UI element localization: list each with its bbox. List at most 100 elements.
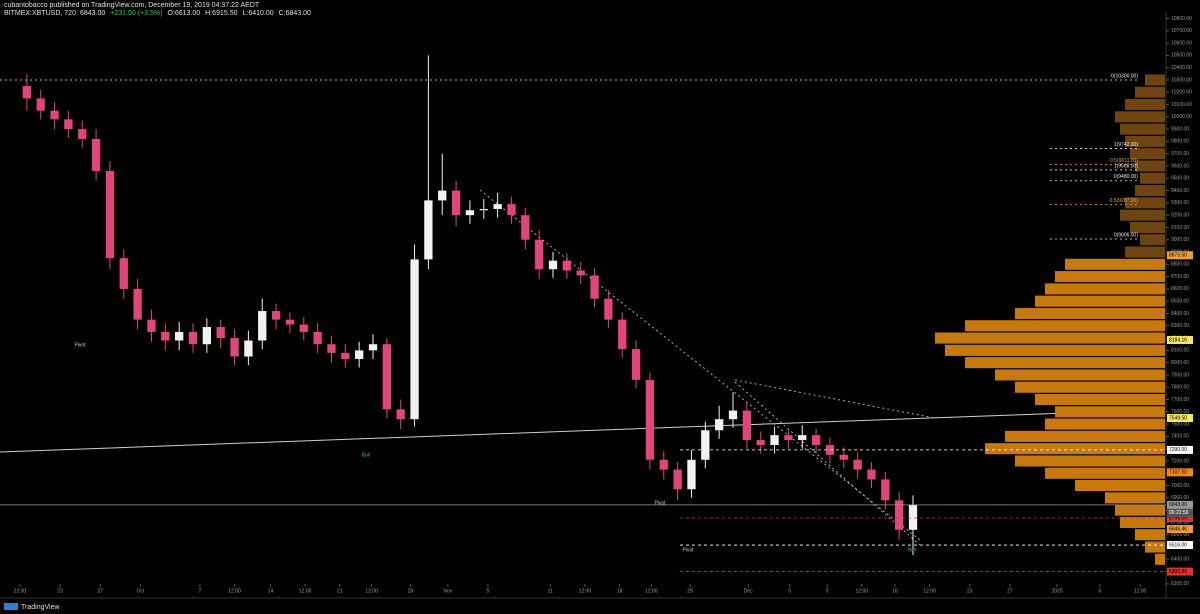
x-tick-label: 27 [97,588,103,594]
y-tick-label: 8600.00 [1171,286,1189,292]
volume-bar [1135,86,1165,98]
price-label: 6516.00 [1169,542,1187,548]
candle-body [507,204,516,216]
volume-bar [1140,172,1165,184]
candle-body [424,200,433,260]
y-tick-label: 7000.00 [1171,483,1189,489]
candle-body [770,435,779,445]
volume-bar [1035,295,1165,307]
y-tick-label: 7900.00 [1171,372,1189,378]
price-label-box [1167,251,1193,260]
y-tick-label: 8300.00 [1171,323,1189,329]
candle-body [590,275,599,299]
y-tick-label: 8100.00 [1171,348,1189,354]
x-tick-label: 5 [788,588,791,594]
volume-bar [1015,307,1165,320]
candle-body [451,190,461,216]
volume-bar [1120,516,1165,528]
y-tick-label: 9400.00 [1171,188,1189,194]
candle-body [271,311,281,320]
y-tick-label: 9500.00 [1171,176,1189,182]
candle-body [811,435,821,445]
volume-bar [935,332,1165,344]
candle-body [562,260,572,271]
trend-line [734,379,936,419]
price-label: 7290.00 [1169,447,1187,453]
candle-body [368,344,378,351]
volume-bar [1130,221,1165,233]
x-tick-label: 25 [687,588,693,594]
candle-body [216,327,225,339]
volume-bar [1135,160,1165,172]
y-tick-label: 10400.00 [1171,65,1192,71]
x-tick-label: 12:00 [299,588,312,594]
volume-bar [1015,381,1165,393]
level-label: 1(9568.00) [1114,163,1139,169]
publisher-line: cubantobacco published on TradingView.co… [4,2,260,9]
y-tick-label: 9900.00 [1171,126,1189,132]
price-label: 8873.50 [1169,253,1187,259]
volume-bar [1005,430,1165,442]
candle-body [548,260,558,270]
annotation: Pivot [682,547,694,553]
level-label: 0(9006.00) [1114,232,1139,238]
candle-body [728,410,738,420]
candle-body [258,311,267,341]
y-tick-label: 7800.00 [1171,385,1189,391]
x-tick-label: 2020 [1051,588,1062,594]
volume-bar [1120,209,1165,221]
price-label-box [1167,500,1193,509]
candle-body [22,86,32,99]
price-label-box [1167,336,1193,345]
candle-body [825,444,835,455]
x-tick-label: 12:00 [228,588,241,594]
y-tick-label: 9600.00 [1171,163,1189,169]
x-tick-label: 11 [548,588,553,594]
candle-body [50,110,59,120]
x-tick-label: 27 [1007,588,1013,594]
y-tick-label: 6600.00 [1171,532,1189,538]
y-tick-label: 8800.00 [1171,262,1189,268]
candle-body [493,204,502,210]
volume-bar [1045,283,1165,295]
volume-bar [1105,492,1165,504]
x-tick-label: 7 [199,588,202,594]
annotation: Pivot [74,342,86,348]
candle-body [188,331,198,345]
volume-bar [1155,553,1165,565]
x-tick-label: Nov [443,588,452,594]
candle-body [91,138,101,171]
y-tick-label: 6200.00 [1171,581,1189,587]
volume-bar [1055,406,1165,418]
x-tick-label: 12:00 [856,588,869,594]
volume-bar [1125,246,1165,258]
candle-body [618,319,627,350]
price-label-box [1167,414,1193,423]
candle-body [438,190,447,201]
x-tick-label: 12:00 [579,588,592,594]
volume-bar [1120,123,1165,135]
x-tick-label: 18 [617,588,623,594]
volume-bar [1125,197,1165,209]
candle-body [535,239,544,270]
volume-bar [1135,529,1165,541]
level-label: 0.5(9287.00) [1110,198,1139,204]
volume-bar [1035,393,1165,406]
volume-bar [1145,74,1165,86]
price-label: 8184.16 [1169,337,1187,343]
volume-bar [1065,258,1165,270]
y-tick-label: 6900.00 [1171,495,1189,501]
candle-body [867,469,876,480]
price-label: 6646.46 [1169,526,1187,532]
candle-body [756,440,765,445]
price-label-box [1167,468,1193,477]
y-tick-label: 8700.00 [1171,274,1189,280]
y-tick-label: 9100.00 [1171,225,1189,231]
candle-body [881,479,890,501]
y-tick-label: 10000.00 [1171,114,1192,120]
candle-body [715,419,724,431]
price-label: 7549.50 [1169,415,1187,421]
candle-body [327,344,336,353]
